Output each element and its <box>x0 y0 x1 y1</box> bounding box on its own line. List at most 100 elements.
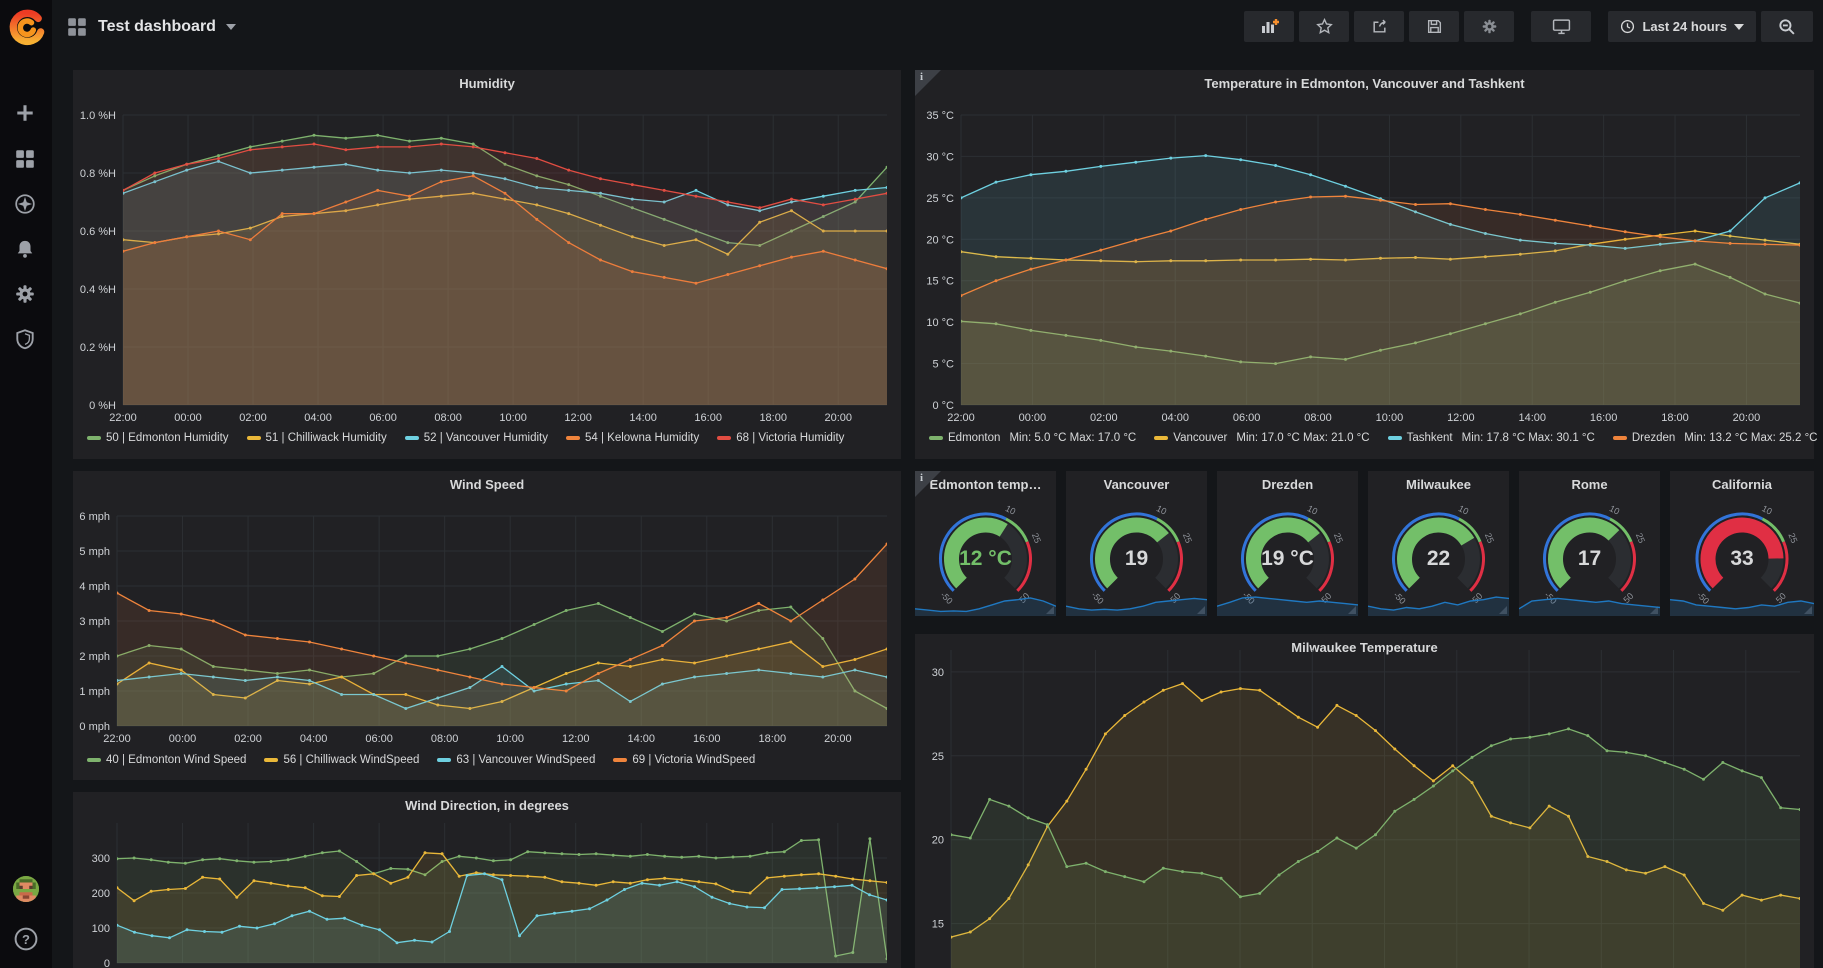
chevron-down-icon[interactable] <box>225 24 236 30</box>
share-dashboard-button[interactable] <box>1354 11 1405 42</box>
panel-title[interactable]: Milwaukee <box>1405 477 1472 492</box>
cycle-view-button[interactable] <box>1531 11 1592 42</box>
svg-text:18:00: 18:00 <box>759 412 787 424</box>
resize-handle[interactable] <box>1046 606 1054 614</box>
gauge-threshold-high <box>1167 541 1183 592</box>
legend-item[interactable]: Tashkent Min: 17.8 °C Max: 30.1 °C <box>1387 432 1595 444</box>
data-point <box>483 872 486 876</box>
legend-item[interactable]: Vancouver Min: 17.0 °C Max: 21.0 °C <box>1154 432 1370 444</box>
panel-title[interactable]: Rome <box>1571 477 1608 492</box>
resize-handle[interactable] <box>1499 606 1507 614</box>
legend-item[interactable]: 56 | Chilliwack WindSpeed <box>264 754 419 766</box>
winddirection-graph[interactable]: 0 100 200 300 <box>73 792 901 968</box>
panel-title[interactable]: Humidity <box>459 76 515 91</box>
sidebar-item-create[interactable] <box>14 102 38 126</box>
milwaukee-graph[interactable]: 15 20 25 30 <box>915 634 1814 968</box>
panel-title[interactable]: Wind Direction, in degrees <box>405 798 569 813</box>
data-point <box>436 696 440 700</box>
legend-item[interactable]: Edmonton Min: 5.0 °C Max: 17.0 °C <box>929 432 1136 444</box>
series-fill <box>123 193 887 405</box>
data-point <box>211 665 215 668</box>
data-point <box>1553 241 1557 245</box>
windspeed-graph[interactable]: 0 mph 1 mph 2 mph 3 mph 4 mph 5 mph 6 mph 22:00… <box>73 471 901 780</box>
gauge-threshold-low <box>1695 512 1764 592</box>
panel-info-icon[interactable]: i <box>915 471 941 497</box>
data-point <box>166 888 170 891</box>
data-point <box>132 856 136 860</box>
legend-item[interactable]: 50 | Edmonton Humidity <box>87 432 229 444</box>
panel-info-icon[interactable]: i <box>915 70 941 96</box>
resize-handle[interactable] <box>1804 606 1812 614</box>
sidebar-item-dashboards[interactable] <box>14 148 38 172</box>
resize-handle[interactable] <box>1348 606 1356 614</box>
zoom-out-button[interactable] <box>1761 11 1813 42</box>
data-point <box>1277 873 1281 877</box>
data-point <box>1779 893 1783 897</box>
data-point <box>1682 767 1686 771</box>
panel-title[interactable]: Drezden <box>1261 477 1314 492</box>
data-point <box>286 884 290 888</box>
panel-title[interactable]: Temperature in Edmonton, Vancouver and T… <box>1204 76 1525 91</box>
sidebar-item-help[interactable]: ? <box>13 926 39 957</box>
legend-series-color <box>717 436 732 440</box>
panel-title[interactable]: Milwaukee Temperature <box>1291 640 1438 655</box>
data-point <box>340 647 344 651</box>
legend-item[interactable]: 69 | Victoria WindSpeed <box>613 754 755 766</box>
sidebar: ? <box>0 0 52 968</box>
panel-title[interactable]: California <box>1712 477 1772 492</box>
legend-item[interactable]: 52 | Vancouver Humidity <box>404 432 548 444</box>
legend-item[interactable]: 40 | Edmonton Wind Speed <box>87 754 246 766</box>
sidebar-item-explore[interactable] <box>14 193 38 217</box>
gauge-value: 19 <box>1124 547 1149 570</box>
legend-item[interactable]: 51 | Chilliwack Humidity <box>246 432 387 444</box>
svg-text:02:00: 02:00 <box>1090 412 1118 424</box>
data-point <box>1064 258 1068 262</box>
sidebar-item-alerting[interactable] <box>14 238 38 262</box>
svg-text:00:00: 00:00 <box>1019 412 1047 424</box>
data-point <box>201 858 205 862</box>
data-point <box>290 914 294 918</box>
resize-handle[interactable] <box>1197 606 1205 614</box>
data-point <box>150 934 154 938</box>
save-dashboard-button[interactable] <box>1409 11 1460 42</box>
temperature-graph[interactable]: 0 °C 5 °C 10 °C 15 °C 20 °C 25 °C 30 °C 35 °C 22… <box>915 70 1814 459</box>
data-point <box>1658 269 1662 273</box>
resize-handle[interactable] <box>1650 606 1658 614</box>
data-point <box>355 860 359 863</box>
data-point <box>179 672 183 675</box>
axis-labels: 0 100 200 300 <box>92 853 110 968</box>
sidebar-item-avatar[interactable] <box>13 876 39 902</box>
data-point <box>728 902 731 905</box>
time-picker-button[interactable]: Last 24 hours <box>1608 11 1756 42</box>
humidity-graph[interactable]: 0 %H 0.2 %H 0.4 %H 0.6 %H 0.8 %H 1.0 %H 22:00 0… <box>73 70 901 459</box>
add-panel-button[interactable] <box>1244 11 1295 42</box>
gauge-tick-label: 10 <box>1004 503 1017 516</box>
panel-title[interactable]: Vancouver <box>1103 477 1170 492</box>
star-dashboard-button[interactable] <box>1299 11 1350 42</box>
dashboard-title[interactable]: Test dashboard <box>98 18 216 35</box>
svg-text:6 mph: 6 mph <box>79 511 110 523</box>
data-point <box>217 159 220 163</box>
legend-item[interactable]: Drezden Min: 13.2 °C Max: 25.2 °C <box>1612 432 1818 444</box>
sidebar-item-server-admin[interactable] <box>14 328 38 352</box>
legend-item[interactable]: 68 | Victoria Humidity <box>717 432 844 444</box>
legend-item[interactable]: 63 | Vancouver WindSpeed <box>437 754 595 766</box>
panel-title[interactable]: Wind Speed <box>449 477 525 492</box>
data-point <box>1169 156 1173 160</box>
data-point <box>474 871 478 875</box>
grafana-logo-icon[interactable] <box>4 5 48 49</box>
data-point <box>320 894 324 898</box>
sidebar-item-configuration[interactable] <box>14 283 38 307</box>
panel-title[interactable]: Edmonton temp… <box>929 477 1042 492</box>
legend-item[interactable]: 54 | Kelowna Humidity <box>565 432 699 444</box>
data-point <box>1169 259 1173 263</box>
dashboard-settings-button[interactable] <box>1464 11 1515 42</box>
svg-text:18:00: 18:00 <box>759 733 787 745</box>
